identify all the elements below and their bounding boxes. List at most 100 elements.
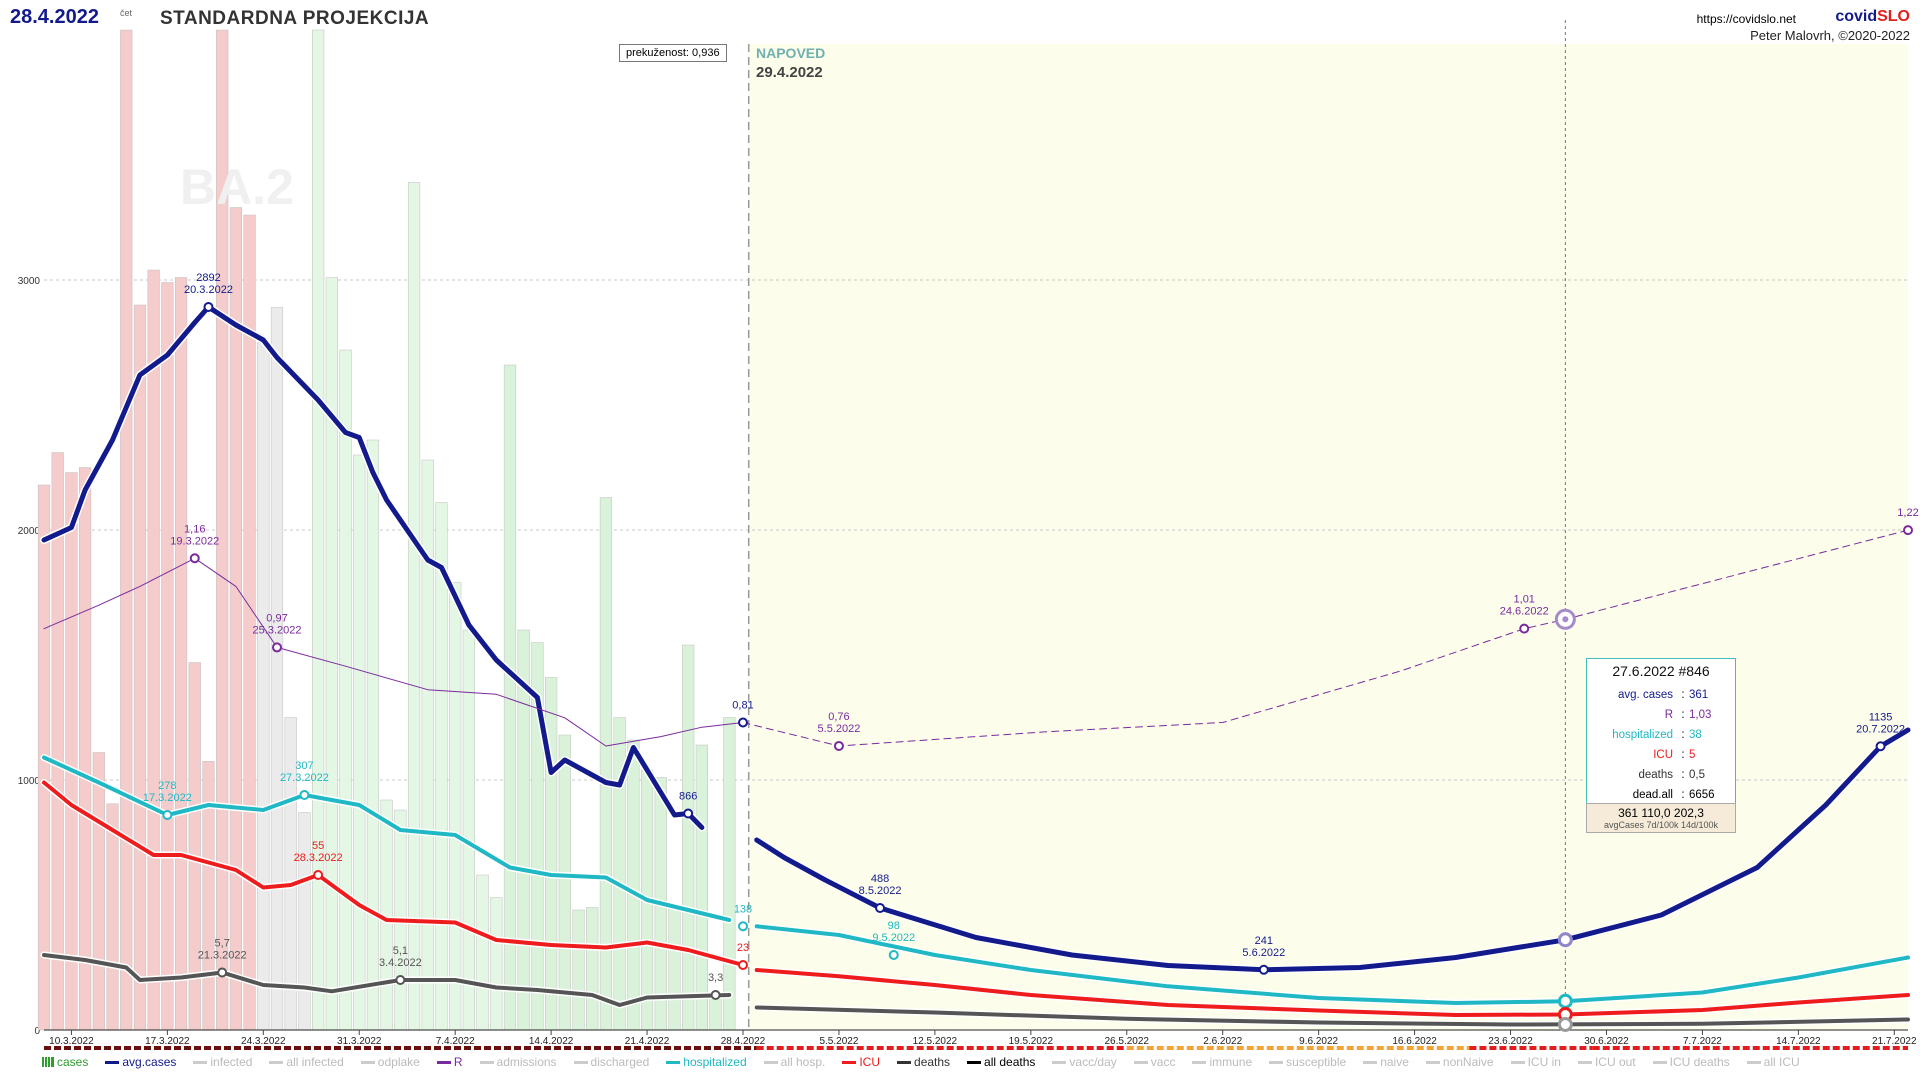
case-bar xyxy=(449,582,462,1031)
tooltip-title: 27.6.2022 #846 xyxy=(1612,663,1710,679)
annotation-marker xyxy=(888,950,899,960)
legend-item[interactable]: all infected xyxy=(269,1055,344,1069)
legend-swatch xyxy=(105,1060,120,1064)
series-line xyxy=(754,924,1910,1005)
legend-label: discharged xyxy=(590,1055,650,1069)
case-bar xyxy=(174,277,188,1031)
case-bar xyxy=(325,277,338,1031)
site-url[interactable]: https://covidslo.net xyxy=(1696,12,1796,26)
legend-item[interactable]: infected xyxy=(193,1055,252,1069)
legend-item[interactable]: deaths xyxy=(897,1055,950,1069)
legend-swatch xyxy=(436,1060,451,1064)
annotation-marker xyxy=(833,740,844,751)
annotation-marker xyxy=(217,967,228,978)
author-credit: Peter Malovrh, ©2020-2022 xyxy=(1750,28,1910,43)
legend-item[interactable]: all hosp. xyxy=(763,1055,825,1069)
annotation-label: 2892 xyxy=(196,272,220,284)
highlight-marker-r-core xyxy=(1562,616,1569,623)
legend-item[interactable]: ICU out xyxy=(1577,1055,1636,1069)
tooltip-row-separator: : xyxy=(1681,689,1685,701)
x-tick-label: 21.7.2022 xyxy=(1872,1036,1917,1047)
case-bar xyxy=(366,439,380,1031)
legend-item[interactable]: all deaths xyxy=(967,1055,1035,1069)
series-line xyxy=(754,968,1910,1017)
y-tick-label: 1000 xyxy=(18,776,41,787)
x-tick-label: 21.4.2022 xyxy=(625,1036,670,1047)
annotation-marker xyxy=(203,302,214,312)
highlight-marker xyxy=(1557,993,1573,1009)
tooltip-footer-values: 361 110,0 202,3 xyxy=(1618,806,1704,820)
annotation-label: 21.3.2022 xyxy=(198,950,247,962)
legend-swatch xyxy=(1363,1060,1378,1064)
annotation-label: 20.3.2022 xyxy=(184,284,233,296)
case-bar xyxy=(558,734,571,1031)
legend-item[interactable]: ICU deaths xyxy=(1652,1055,1730,1069)
annotation-label: 1,01 xyxy=(1514,594,1535,606)
forecast-area xyxy=(748,44,1909,1030)
x-tick-label: 24.3.2022 xyxy=(241,1036,286,1047)
annotation-label: 0,81 xyxy=(732,700,753,712)
tooltip-row-label: ICU xyxy=(1653,749,1673,761)
annotation-label: 3,3 xyxy=(708,972,723,984)
case-bar xyxy=(133,304,147,1031)
legend-item[interactable]: susceptible xyxy=(1269,1055,1346,1069)
annotation-label: 19.3.2022 xyxy=(170,535,219,547)
legend-swatch xyxy=(1746,1060,1761,1064)
case-bar xyxy=(682,644,695,1031)
annotation-marker xyxy=(162,810,173,820)
annotation-marker xyxy=(738,717,748,728)
annotation-marker xyxy=(875,903,886,913)
x-tick-label: 14.7.2022 xyxy=(1776,1036,1821,1047)
variant-watermark: BA.2 xyxy=(180,159,294,215)
tooltip-row: ICU:5 xyxy=(1587,745,1735,765)
legend-swatch xyxy=(1652,1060,1667,1064)
case-bar xyxy=(586,907,599,1031)
exceedance-box: prekuženost: 0,936 xyxy=(619,44,727,62)
legend-item[interactable]: cases xyxy=(42,1055,88,1069)
legend-label: all ICU xyxy=(1763,1055,1800,1069)
forecast-label: NAPOVED xyxy=(756,45,826,61)
series-line xyxy=(42,755,732,922)
legend-item[interactable]: naive xyxy=(1363,1055,1409,1069)
tooltip-row-label: R xyxy=(1664,709,1673,721)
case-bar xyxy=(462,629,475,1031)
legend-swatch xyxy=(842,1060,857,1064)
legend-label: all deaths xyxy=(984,1055,1036,1069)
legend-swatch xyxy=(666,1060,681,1064)
legend-item[interactable]: hospitalized xyxy=(666,1055,747,1069)
legend-item[interactable]: vacc/day xyxy=(1052,1055,1117,1069)
tooltip-row-label: dead.all xyxy=(1632,789,1673,801)
legend-item[interactable]: ICU xyxy=(842,1055,880,1069)
case-bar xyxy=(421,459,434,1031)
tooltip-row-value: 38 xyxy=(1689,729,1702,741)
legend-item[interactable]: R xyxy=(436,1055,463,1069)
case-bar xyxy=(723,717,736,1031)
case-bar xyxy=(695,744,708,1031)
legend-item[interactable]: nonNaive xyxy=(1425,1055,1494,1069)
tooltip-row-value: 361 xyxy=(1689,689,1709,701)
tooltip-footer: 361 110,0 202,3 avgCases 7d/100k 14d/100… xyxy=(1586,803,1736,833)
tooltip-row-value: 0,5 xyxy=(1689,769,1705,781)
x-tick-label: 9.6.2022 xyxy=(1299,1036,1338,1047)
x-tick-label: 10.3.2022 xyxy=(49,1036,94,1047)
legend-item[interactable]: discharged xyxy=(573,1055,650,1069)
legend-swatch xyxy=(193,1060,208,1064)
legend-label: all infected xyxy=(286,1055,344,1069)
legend-item[interactable]: immune xyxy=(1192,1055,1252,1069)
annotation-marker xyxy=(738,921,748,932)
legend-item[interactable]: avg.cases xyxy=(105,1055,176,1069)
case-bar xyxy=(92,752,105,1031)
legend-item[interactable]: admissions xyxy=(479,1055,557,1069)
legend-item[interactable]: ICU in xyxy=(1510,1055,1561,1069)
x-tick-label: 14.4.2022 xyxy=(529,1036,574,1047)
legend-item[interactable]: vacc xyxy=(1133,1055,1175,1069)
case-bar xyxy=(106,803,119,1031)
legend-item[interactable]: all ICU xyxy=(1746,1055,1800,1069)
brand-part-a: covid xyxy=(1835,8,1878,25)
legend-swatch xyxy=(573,1060,588,1064)
annotation-label: 27.3.2022 xyxy=(280,772,329,784)
x-tick-label: 31.3.2022 xyxy=(337,1036,382,1047)
legend-item[interactable]: odplake xyxy=(360,1055,420,1069)
annotation-marker xyxy=(299,790,310,800)
legend-label: R xyxy=(453,1055,463,1069)
